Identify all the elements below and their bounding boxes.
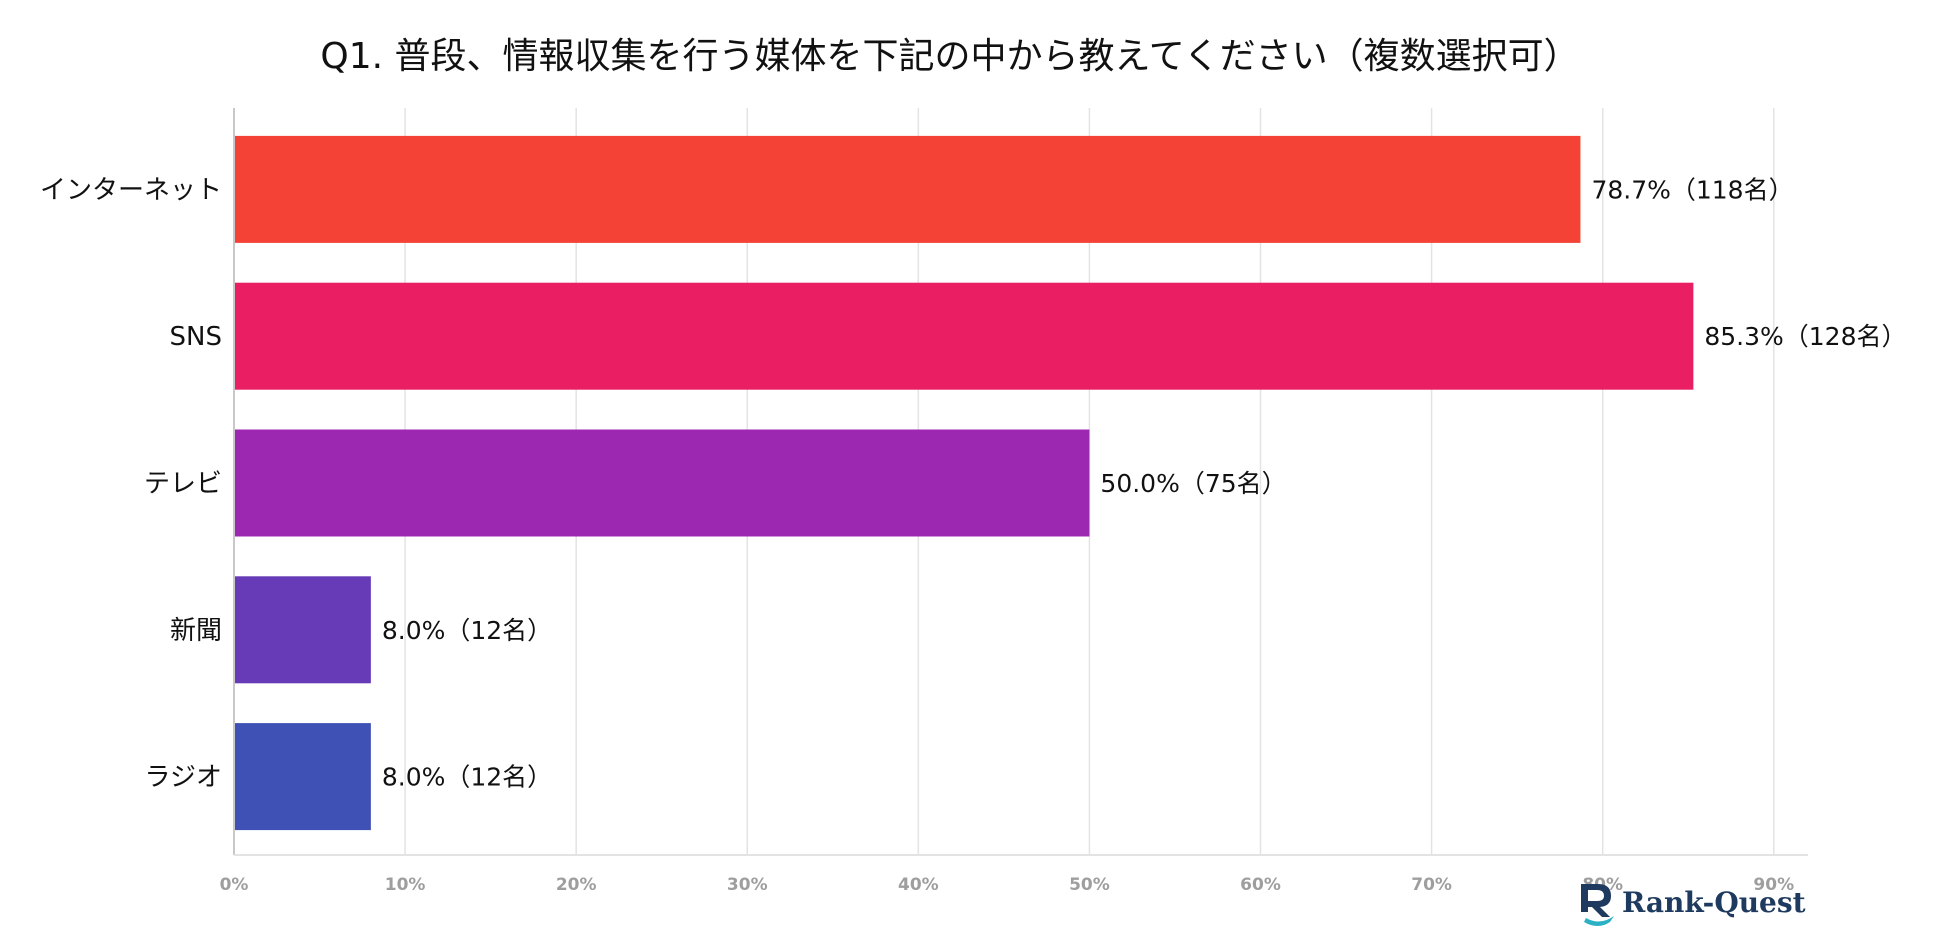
x-tick-label: 60% bbox=[1240, 875, 1281, 895]
value-label: 50.0%（75名） bbox=[1100, 469, 1286, 498]
x-tick-label: 20% bbox=[556, 875, 597, 895]
category-label: 新聞 bbox=[170, 616, 222, 646]
axes: 0%10%20%30%40%50%60%70%80%90%インターネットSNSテ… bbox=[40, 108, 1808, 895]
x-tick-label: 0% bbox=[220, 875, 249, 895]
logo-text-rank: Rank- bbox=[1622, 886, 1714, 919]
x-tick-label: 10% bbox=[385, 875, 426, 895]
bar-5 bbox=[234, 723, 371, 831]
value-label: 85.3%（128名） bbox=[1704, 322, 1906, 351]
category-label: インターネット bbox=[40, 175, 222, 205]
x-tick-label: 90% bbox=[1753, 875, 1794, 895]
x-tick-label: 30% bbox=[727, 875, 768, 895]
category-label: SNS bbox=[170, 322, 222, 352]
x-tick-label: 40% bbox=[898, 875, 939, 895]
logo-text-quest: Quest bbox=[1714, 886, 1805, 919]
x-tick-label: 70% bbox=[1411, 875, 1452, 895]
bar-4 bbox=[234, 576, 371, 684]
x-tick-label: 50% bbox=[1069, 875, 1110, 895]
value-label: 8.0%（12名） bbox=[382, 763, 552, 792]
rank-quest-logo: Rank-Quest bbox=[1581, 884, 1806, 926]
category-label: ラジオ bbox=[145, 763, 222, 793]
bars: 78.7%（118名） 85.3%（128名） 50.0%（75名） 8.0%（12名… bbox=[234, 135, 1907, 831]
value-label: 8.0%（12名） bbox=[382, 616, 552, 645]
bar-1 bbox=[234, 135, 1581, 243]
svg-text:Rank-Quest: Rank-Quest bbox=[1622, 886, 1806, 919]
category-label: テレビ bbox=[144, 469, 222, 499]
chart-title: Q1. 普段、情報収集を行う媒体を下記の中から教えてください（複数選択可） bbox=[320, 36, 1579, 77]
bar-2 bbox=[234, 282, 1694, 390]
value-label: 78.7%（118名） bbox=[1591, 175, 1793, 204]
rank-quest-logo-icon bbox=[1581, 884, 1614, 926]
bar-3 bbox=[234, 429, 1090, 537]
